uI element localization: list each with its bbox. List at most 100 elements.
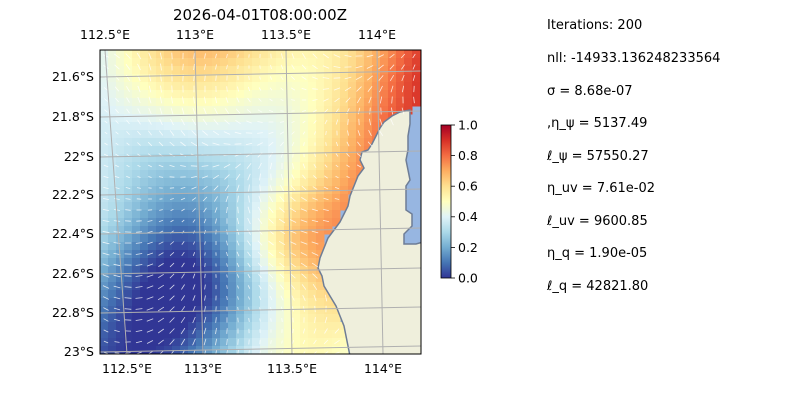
heatmap-cell xyxy=(140,306,149,315)
velocity-arrow xyxy=(192,338,196,346)
heatmap-cell xyxy=(148,234,157,243)
heatmap-cell xyxy=(356,82,365,91)
velocity-arrow xyxy=(247,206,251,214)
lat-label: 22.8°S xyxy=(52,305,94,320)
heatmap-cell xyxy=(156,202,165,211)
heatmap-cell xyxy=(324,306,333,315)
velocity-arrow xyxy=(169,130,175,136)
heatmap-cell xyxy=(204,250,213,259)
heatmap-cell xyxy=(196,66,205,75)
heatmap-cell xyxy=(148,250,157,259)
heatmap-cell xyxy=(252,314,261,323)
heatmap-cell xyxy=(220,194,229,203)
heatmap-cell xyxy=(140,122,149,131)
velocity-arrow xyxy=(169,262,175,268)
velocity-arrow xyxy=(148,52,152,60)
velocity-arrow xyxy=(268,195,274,203)
heatmap-cell xyxy=(172,314,181,323)
velocity-arrow xyxy=(192,273,196,279)
velocity-arrow xyxy=(226,274,228,278)
heatmap-cell xyxy=(140,58,149,67)
heatmap-cell xyxy=(172,338,181,347)
velocity-arrow xyxy=(158,141,164,147)
heatmap-cell xyxy=(164,186,173,195)
parallel-line xyxy=(100,306,421,314)
heatmap-cell xyxy=(116,106,125,115)
velocity-arrow xyxy=(236,240,240,246)
velocity-arrow xyxy=(301,185,307,191)
velocity-arrow xyxy=(278,218,286,224)
velocity-arrow xyxy=(311,252,319,256)
velocity-arrow xyxy=(268,273,274,279)
heatmap-cell xyxy=(260,282,269,291)
heatmap-cell xyxy=(140,274,149,283)
heatmap-cell xyxy=(132,114,141,123)
heatmap-cell xyxy=(164,170,173,179)
velocity-arrow xyxy=(158,130,164,136)
heatmap-cell xyxy=(340,90,349,99)
heatmap-cell xyxy=(348,98,357,107)
heatmap-cell xyxy=(220,146,229,155)
velocity-arrow xyxy=(235,119,241,125)
heatmap-cell xyxy=(212,290,221,299)
velocity-arrow xyxy=(170,219,174,223)
velocity-arrow xyxy=(193,349,196,354)
heatmap-cell xyxy=(364,82,373,91)
heatmap-cell xyxy=(204,130,213,139)
heatmap-cell xyxy=(100,114,109,123)
heatmap-cell xyxy=(340,338,349,347)
bottom-lon-label: 113°E xyxy=(184,361,222,376)
heatmap-cell xyxy=(188,282,197,291)
heatmap-cell xyxy=(212,114,221,123)
velocity-arrow xyxy=(125,198,131,200)
heatmap-cell xyxy=(116,210,125,219)
heatmap-cell xyxy=(308,82,317,91)
velocity-arrow xyxy=(237,206,239,214)
heatmap-cell xyxy=(228,122,237,131)
heatmap-cell xyxy=(228,186,237,195)
velocity-arrow xyxy=(226,86,228,92)
heatmap-cell xyxy=(364,98,373,107)
velocity-arrow xyxy=(302,295,306,301)
heatmap-cell xyxy=(124,226,133,235)
heatmap-cell xyxy=(220,274,229,283)
heatmap-cell xyxy=(252,58,261,67)
heatmap-cell xyxy=(276,90,285,99)
heatmap-cell xyxy=(236,330,245,339)
velocity-arrow xyxy=(324,164,328,168)
heatmap-cell xyxy=(252,90,261,99)
heatmap-cell xyxy=(164,130,173,139)
heatmap-cell xyxy=(164,98,173,107)
heatmap-cell xyxy=(100,298,109,307)
heatmap-cell xyxy=(180,210,189,219)
heatmap-cell xyxy=(292,98,301,107)
velocity-arrow xyxy=(146,340,154,344)
heatmap-cell xyxy=(188,178,197,187)
heatmap-cell xyxy=(172,106,181,115)
velocity-arrow xyxy=(191,186,197,190)
heatmap-cell xyxy=(172,290,181,299)
heatmap-cell xyxy=(188,82,197,91)
velocity-arrow xyxy=(135,264,143,266)
velocity-arrow xyxy=(226,263,228,267)
heatmap-cell xyxy=(236,258,245,267)
heatmap-cell xyxy=(332,106,341,115)
heatmap-cell xyxy=(172,330,181,339)
heatmap-cell xyxy=(260,58,269,67)
velocity-arrow xyxy=(115,153,119,157)
heatmap-cell xyxy=(116,186,125,195)
heatmap-cell xyxy=(132,90,141,99)
heatmap-cell xyxy=(156,66,165,75)
velocity-arrow xyxy=(247,86,251,92)
velocity-arrow xyxy=(157,306,165,312)
velocity-arrow xyxy=(290,196,296,202)
heatmap-cell xyxy=(252,138,261,147)
heatmap-cell xyxy=(364,74,373,83)
heatmap-cell xyxy=(316,202,325,211)
velocity-arrow xyxy=(169,164,175,168)
velocity-arrow xyxy=(114,97,120,103)
heatmap-cell xyxy=(196,130,205,139)
velocity-arrow xyxy=(236,229,240,235)
heatmap-cell xyxy=(156,90,165,99)
velocity-arrow xyxy=(204,349,207,354)
